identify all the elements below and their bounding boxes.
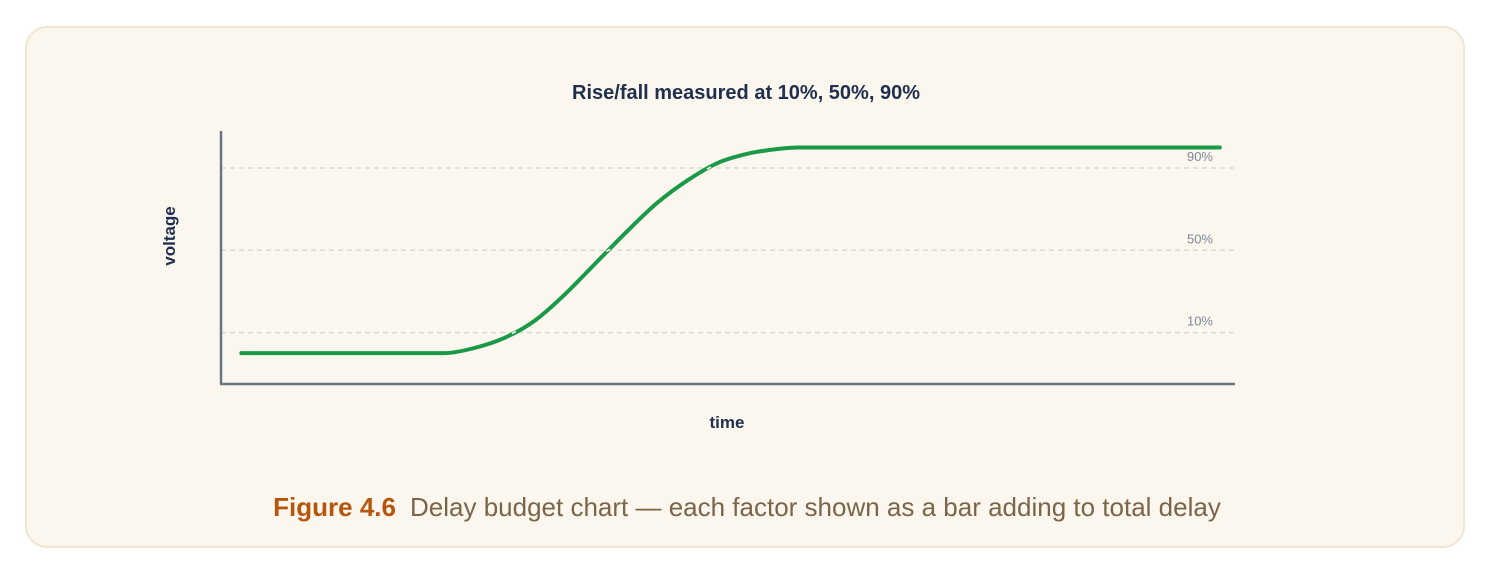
crossing-mark-10pct bbox=[511, 330, 517, 335]
reference-label-10pct: 10% bbox=[1187, 314, 1213, 329]
figure-number: Figure 4.6 bbox=[273, 492, 396, 522]
reference-lines: 90% 50% 10% bbox=[221, 149, 1235, 334]
crossing-mark-90pct bbox=[706, 166, 712, 170]
reference-label-50pct: 50% bbox=[1187, 231, 1213, 246]
x-axis-label: time bbox=[710, 413, 745, 432]
caption-text: Delay budget chart — each factor shown a… bbox=[410, 492, 1221, 522]
voltage-curve-series bbox=[239, 145, 1222, 356]
reference-label-90pct: 90% bbox=[1187, 149, 1213, 164]
y-axis-label: voltage bbox=[160, 206, 179, 266]
chart-title: Rise/fall measured at 10%, 50%, 90% bbox=[572, 82, 920, 104]
figure-caption: Figure 4.6 Delay budget chart — each fact… bbox=[0, 492, 1494, 523]
crossing-mark-50pct bbox=[606, 248, 611, 252]
threshold-crossing-marks bbox=[511, 166, 712, 335]
figure-card bbox=[25, 26, 1465, 548]
